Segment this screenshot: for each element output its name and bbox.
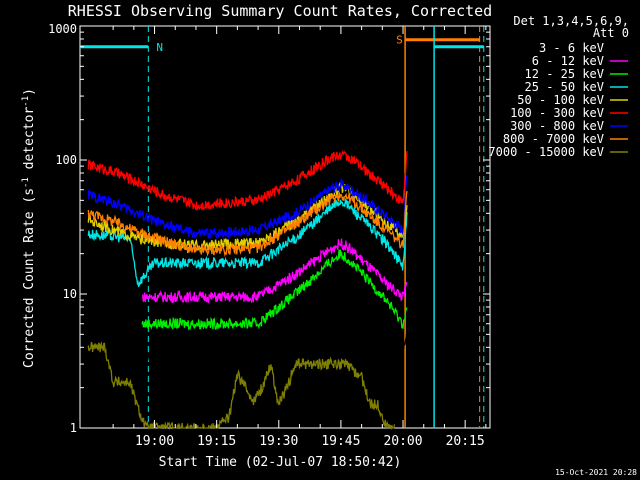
x-axis: 19:00 19:15 19:30 19:45 20:00 20:15	[112, 26, 487, 449]
y-axis-label-exp1: -1	[21, 177, 31, 188]
series-line	[141, 264, 408, 365]
legend-label: 25 - 50 keV	[525, 80, 604, 94]
series-line	[87, 149, 408, 211]
legend-label: 300 - 800 keV	[510, 119, 604, 133]
chart-title: RHESSI Observing Summary Count Rates, Co…	[68, 2, 492, 20]
flag-label: S	[396, 34, 403, 47]
series-line	[87, 198, 408, 288]
y-axis: 1 10 100 1000	[48, 22, 490, 435]
y-tick-label: 100	[55, 153, 77, 167]
series-line	[141, 249, 408, 331]
legend-header-1: Det 1,3,4,5,6,9,	[513, 14, 629, 28]
legend-label: 6 - 12 keV	[532, 54, 604, 68]
legend-label: 3 - 6 keV	[539, 41, 604, 55]
y-axis-label-exp2: -1	[21, 96, 31, 107]
plot-area: NS	[80, 26, 485, 431]
legend-label: 100 - 300 keV	[510, 106, 604, 120]
legend-header-2: Att 0	[593, 26, 629, 40]
timestamp: 15-Oct-2021 20:28	[555, 468, 637, 477]
x-tick-label: 19:15	[197, 434, 236, 449]
series-line	[87, 190, 408, 258]
legend-label: 12 - 25 keV	[525, 67, 604, 81]
series-line	[87, 182, 408, 252]
y-axis-label-main: Corrected Count Rate (s	[22, 188, 37, 368]
x-tick-label: 20:15	[446, 434, 485, 449]
series-layer	[87, 149, 408, 431]
x-tick-label: 20:00	[383, 434, 422, 449]
y-axis-label-mid: detector	[22, 107, 37, 178]
y-axis-label-close: )	[22, 88, 37, 96]
series-line	[87, 175, 408, 240]
y-tick-label: 10	[63, 287, 77, 301]
series-line	[141, 238, 408, 304]
y-tick-label: 1	[70, 421, 77, 435]
y-axis-label: Corrected Count Rate (s-1 detector-1)	[21, 88, 37, 368]
x-tick-label: 19:30	[259, 434, 298, 449]
legend-label: 7000 - 15000 keV	[488, 145, 604, 159]
flags-layer: NS	[80, 26, 485, 428]
plot-frame	[79, 25, 491, 429]
x-tick-label: 19:00	[135, 434, 174, 449]
flag-label: N	[156, 41, 163, 54]
series-line	[87, 340, 396, 431]
x-axis-label: Start Time (02-Jul-07 18:50:42)	[159, 455, 402, 470]
legend-label: 800 - 7000 keV	[503, 132, 604, 146]
x-tick-label: 19:45	[321, 434, 360, 449]
y-tick-label: 1000	[48, 22, 77, 36]
legend-label: 50 - 100 keV	[517, 93, 604, 107]
